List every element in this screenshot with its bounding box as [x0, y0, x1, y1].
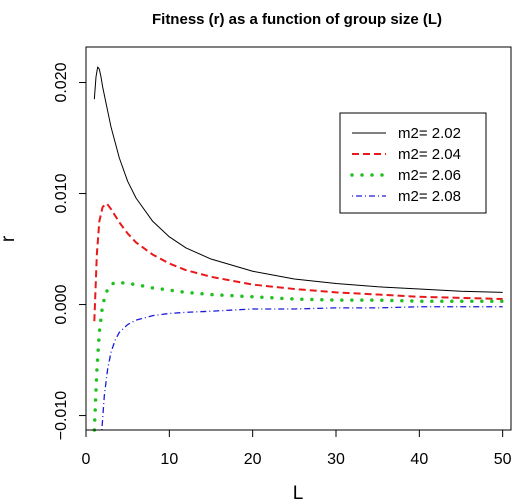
series-layer: [92, 66, 505, 432]
legend-label-3: m2= 2.06: [398, 167, 461, 184]
series-line-2: [93, 202, 503, 322]
series-line-3: [92, 280, 505, 432]
y-tick-label: −0.010: [53, 391, 70, 440]
legend: m2= 2.02 m2= 2.04 m2= 2.06 m2= 2.08: [339, 112, 487, 214]
legend-label-1: m2= 2.02: [398, 125, 461, 142]
x-axis: 0 10 20 30 40 50: [82, 429, 512, 468]
plot-frame: [85, 46, 512, 431]
y-axis: −0.010 0.000 0.010 0.020: [53, 62, 87, 440]
legend-box: [339, 112, 487, 214]
legend-label-2: m2= 2.04: [398, 146, 461, 163]
x-tick-label: 0: [82, 451, 91, 468]
x-tick-label: 20: [244, 451, 262, 468]
y-axis-title: r: [0, 235, 19, 242]
series-line-1: [93, 66, 503, 293]
legend-items: m2= 2.02 m2= 2.04 m2= 2.06 m2= 2.08: [350, 125, 461, 205]
plot-area: [85, 46, 512, 432]
y-tick-label: 0.000: [53, 284, 70, 324]
legend-label-4: m2= 2.08: [398, 188, 461, 205]
x-tick-label: 30: [327, 451, 345, 468]
chart-title: Fitness (r) as a function of group size …: [152, 11, 442, 28]
y-tick-label: 0.010: [53, 173, 70, 213]
y-tick-label: 0.020: [53, 62, 70, 102]
x-tick-label: 10: [160, 451, 178, 468]
series-line-4: [101, 306, 503, 431]
x-tick-label: 50: [494, 451, 512, 468]
x-axis-title: L: [293, 483, 304, 504]
x-tick-label: 40: [410, 451, 428, 468]
